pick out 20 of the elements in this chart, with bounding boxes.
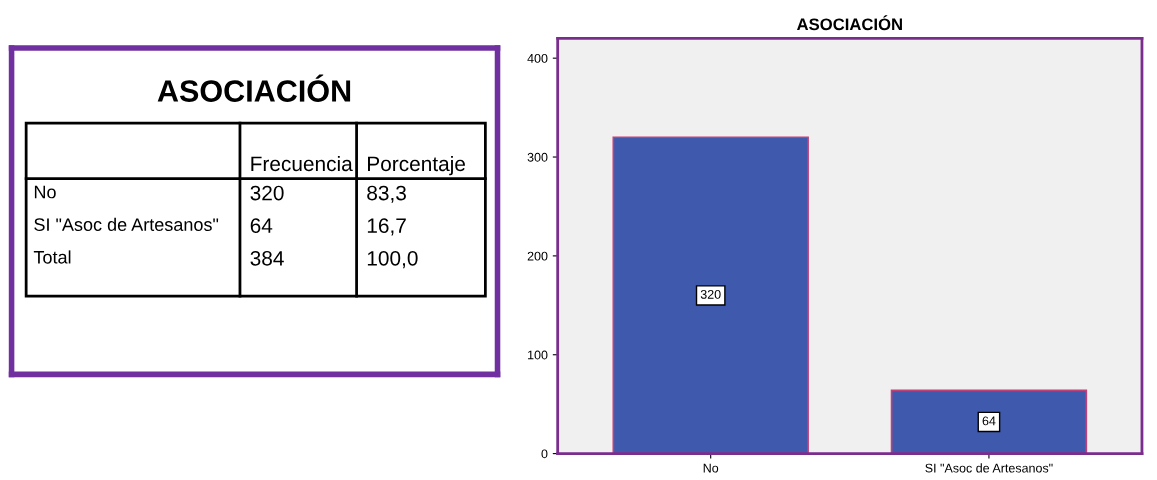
text: SI "Asoc de Artesanos" bbox=[34, 217, 219, 231]
text: No bbox=[34, 185, 56, 199]
chart-title: ASOCIACIÓN bbox=[796, 15, 902, 31]
text: 320 bbox=[250, 185, 284, 201]
text: 384 bbox=[250, 250, 284, 266]
text: 16,7 bbox=[367, 218, 406, 236]
text: Porcentaje bbox=[368, 155, 465, 176]
data-label: 320 bbox=[700, 289, 721, 299]
text: 100,0 bbox=[367, 250, 418, 269]
text: ASOCIACIÓN bbox=[157, 74, 351, 102]
text: 64 bbox=[250, 218, 273, 234]
text: Total bbox=[33, 250, 71, 264]
text: Frecuencia bbox=[251, 155, 353, 172]
y-tick-label: 200 bbox=[527, 251, 548, 261]
y-tick-label: 100 bbox=[528, 350, 548, 360]
y-tick-label: 0 bbox=[541, 449, 548, 459]
y-tick-label: 400 bbox=[527, 53, 548, 63]
text: 83,3 bbox=[367, 185, 406, 203]
y-tick-label: 300 bbox=[527, 152, 548, 162]
data-label: 64 bbox=[982, 416, 996, 426]
